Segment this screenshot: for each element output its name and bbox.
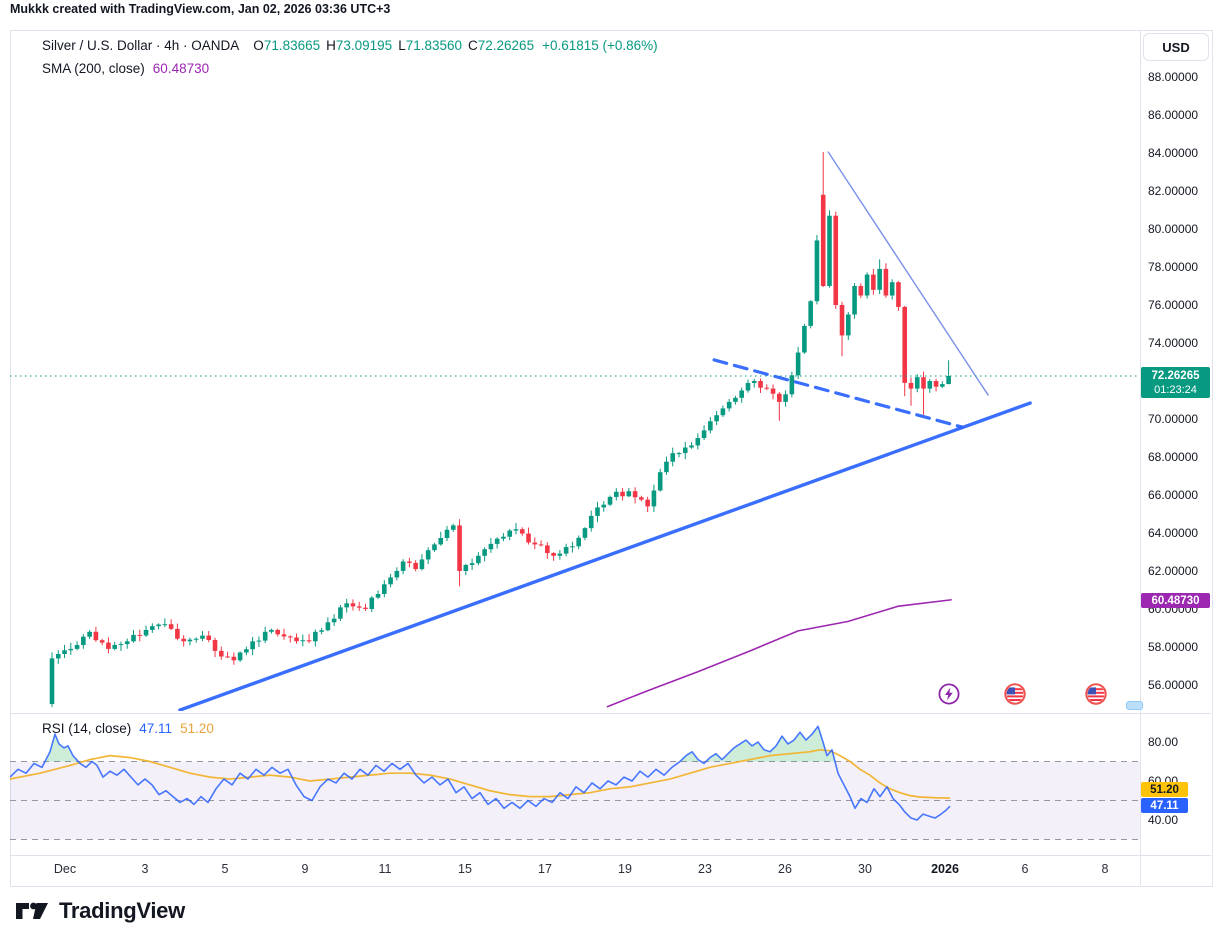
ohlc-value-C: 72.26265: [477, 38, 535, 53]
us-economic-event-icon[interactable]: [1003, 682, 1027, 706]
price-tick-80.00000: 80.00000: [1148, 222, 1199, 236]
time-tick-23: 23: [698, 862, 712, 876]
bar-countdown: 01:23:24: [1154, 383, 1197, 396]
ohlc-key-L: L: [398, 38, 406, 53]
price-tick-70.00000: 70.00000: [1148, 412, 1199, 426]
rsi-ma-value: 51.20: [180, 721, 214, 736]
chart-frame[interactable]: [10, 30, 1213, 887]
time-tick-3: 3: [141, 862, 149, 876]
watermark-text: Mukkk created with TradingView.com, Jan …: [10, 2, 391, 16]
price-tick-56.00000: 56.00000: [1148, 678, 1199, 692]
rsi-title[interactable]: RSI (14, close): [42, 721, 132, 736]
ohlc-value-H: 73.09195: [335, 38, 393, 53]
time-tick-6: 6: [1021, 862, 1029, 876]
ohlc-key-C: C: [468, 38, 478, 53]
time-tick-8: 8: [1101, 862, 1109, 876]
time-tick-2026: 2026: [931, 862, 959, 876]
time-tick-19: 19: [618, 862, 632, 876]
price-axis-separator[interactable]: [1140, 31, 1141, 885]
rsi-ma-badge: 51.20: [1141, 782, 1188, 797]
currency-toggle-button[interactable]: USD: [1143, 33, 1209, 61]
time-tick-Dec: Dec: [53, 862, 77, 876]
ohlc-values: O71.83665 H73.09195 L71.83560 C72.26265: [247, 38, 534, 53]
last-price-badge: 72.26265 01:23:24: [1141, 367, 1210, 398]
rsi-legend[interactable]: RSI (14, close) 47.11 51.20: [42, 721, 214, 736]
time-axis-separator: [10, 855, 1211, 856]
ohlc-key-O: O: [253, 38, 264, 53]
rsi-tick-80: 80.00: [1148, 735, 1179, 749]
pane-separator[interactable]: [10, 713, 1211, 714]
price-tick-68.00000: 68.00000: [1148, 450, 1199, 464]
rsi-value: 47.11: [139, 721, 173, 736]
price-tick-76.00000: 76.00000: [1148, 298, 1199, 312]
price-tick-82.00000: 82.00000: [1148, 184, 1199, 198]
time-tick-15: 15: [458, 862, 472, 876]
ohlc-value-L: 71.83560: [405, 38, 463, 53]
time-tick-5: 5: [221, 862, 229, 876]
price-tick-84.00000: 84.00000: [1148, 146, 1199, 160]
sma-legend[interactable]: SMA (200, close) 60.48730: [42, 61, 209, 76]
us-economic-event-icon[interactable]: [1084, 682, 1108, 706]
last-price-value: 72.26265: [1151, 369, 1200, 382]
sma-label[interactable]: SMA (200, close): [42, 61, 145, 76]
time-tick-17: 17: [538, 862, 552, 876]
tradingview-logo-mark: [16, 902, 48, 919]
rsi-tick-40: 40.00: [1148, 813, 1179, 827]
price-tick-62.00000: 62.00000: [1148, 564, 1199, 578]
sma-price-badge: 60.48730: [1141, 593, 1210, 608]
time-tick-26: 26: [778, 862, 792, 876]
price-tick-58.00000: 58.00000: [1148, 640, 1199, 654]
tradingview-logo[interactable]: TradingView: [14, 897, 185, 925]
symbol-title[interactable]: Silver / U.S. Dollar · 4h · OANDA: [42, 38, 240, 53]
price-tick-64.00000: 64.00000: [1148, 526, 1199, 540]
symbol-legend[interactable]: Silver / U.S. Dollar · 4h · OANDA O71.836…: [42, 38, 658, 53]
price-tick-86.00000: 86.00000: [1148, 108, 1199, 122]
time-tick-30: 30: [858, 862, 872, 876]
power-event-icon[interactable]: [937, 682, 961, 706]
time-tick-9: 9: [301, 862, 309, 876]
rsi-value-badge: 47.11: [1141, 798, 1188, 813]
time-tick-11: 11: [378, 862, 392, 876]
sma-value: 60.48730: [152, 61, 210, 76]
price-tick-78.00000: 78.00000: [1148, 260, 1199, 274]
ohlc-key-H: H: [326, 38, 336, 53]
price-tick-88.00000: 88.00000: [1148, 70, 1199, 84]
ohlc-value-O: 71.83665: [263, 38, 321, 53]
price-tick-66.00000: 66.00000: [1148, 488, 1199, 502]
tradingview-logo-text: TradingView: [59, 898, 185, 923]
pane-resize-handle[interactable]: [1126, 701, 1143, 710]
change-value: +0.61815 (+0.86%): [542, 38, 658, 53]
price-tick-74.00000: 74.00000: [1148, 336, 1199, 350]
